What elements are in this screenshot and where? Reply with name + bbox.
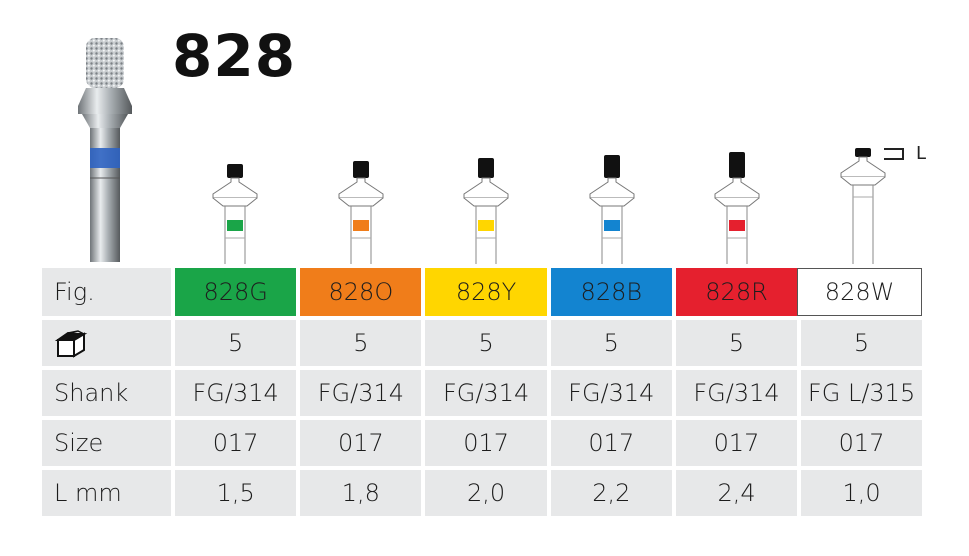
- pack-cell: 5: [296, 320, 422, 366]
- length-cell: 2,0: [421, 470, 547, 516]
- bur-drawing-828R: [714, 152, 760, 264]
- length-legend-label: L: [916, 143, 927, 164]
- pack-cell: 5: [671, 320, 798, 366]
- size-cell: 017: [421, 420, 547, 466]
- pack-cell: 5: [421, 320, 547, 366]
- shank-cell: FG/314: [171, 370, 297, 416]
- table-row-fig: Fig. 828G 828O 828Y 828B 828R 828W: [42, 268, 922, 316]
- bur-drawing-828W: [840, 148, 885, 264]
- table-row-size: Size 017 017 017 017 017 017: [42, 420, 922, 466]
- length-cell: 1,0: [797, 470, 922, 516]
- table-row-pack: 5 5 5 5 5 5: [42, 320, 922, 366]
- table-row-length: L mm 1,5 1,8 2,0 2,2 2,4 1,0: [42, 470, 922, 516]
- size-cell: 017: [171, 420, 297, 466]
- diamond-bur-photo: [78, 38, 132, 262]
- length-bracket-icon: [884, 148, 904, 160]
- bur-drawing-828B: [589, 155, 634, 264]
- shank-cell: FG/314: [421, 370, 547, 416]
- bur-drawing-828Y: [463, 158, 509, 264]
- row-label-fig: Fig.: [42, 268, 172, 316]
- bur-drawing-828G: [212, 164, 258, 264]
- row-label-length: L mm: [42, 470, 172, 516]
- size-cell: 017: [797, 420, 922, 466]
- bur-drawings: [172, 140, 922, 264]
- shank-cell: FG/314: [296, 370, 422, 416]
- length-cell: 1,8: [296, 470, 422, 516]
- row-label-shank: Shank: [42, 370, 172, 416]
- fig-cell-828O: 828O: [296, 268, 422, 316]
- row-label-pack: [42, 320, 172, 366]
- shank-cell: FG/314: [671, 370, 798, 416]
- fig-cell-828G: 828G: [171, 268, 297, 316]
- spec-table: Fig. 828G 828O 828Y 828B 828R 828W 5 5 5…: [42, 264, 922, 520]
- size-cell: 017: [296, 420, 422, 466]
- shank-cell: FG/314: [546, 370, 672, 416]
- fig-cell-828B: 828B: [546, 268, 672, 316]
- shank-cell: FG L/315: [797, 370, 922, 416]
- size-cell: 017: [546, 420, 672, 466]
- length-cell: 1,5: [171, 470, 297, 516]
- pack-cell: 5: [797, 320, 922, 366]
- bur-drawing-828O: [338, 161, 383, 264]
- fig-cell-828R: 828R: [671, 268, 798, 316]
- pack-cell: 5: [546, 320, 672, 366]
- length-cell: 2,4: [671, 470, 798, 516]
- fig-cell-828W: 828W: [797, 268, 922, 316]
- fig-cell-828Y: 828Y: [421, 268, 547, 316]
- pack-cell: 5: [171, 320, 297, 366]
- table-row-shank: Shank FG/314 FG/314 FG/314 FG/314 FG/314…: [42, 370, 922, 416]
- length-legend: L: [884, 143, 926, 164]
- size-cell: 017: [671, 420, 798, 466]
- product-title: 828: [172, 22, 297, 90]
- package-box-icon: [54, 329, 88, 358]
- length-cell: 2,2: [546, 470, 672, 516]
- row-label-size: Size: [42, 420, 172, 466]
